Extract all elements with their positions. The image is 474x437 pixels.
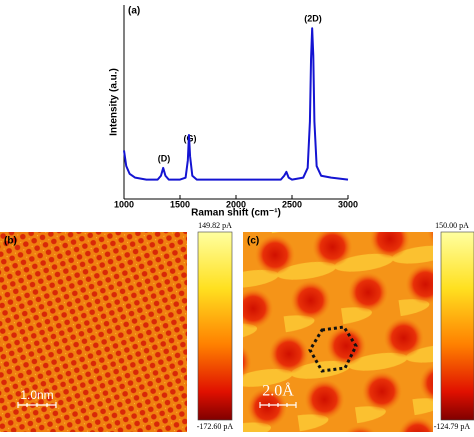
scale-bar: [259, 402, 297, 408]
stm-image: [243, 232, 433, 432]
x-tick-label: 2000: [226, 199, 246, 209]
x-tick-label: 1000: [114, 199, 134, 209]
x-axis-label: Raman shift (cm⁻¹): [191, 208, 281, 219]
spectrum-line: [123, 27, 349, 181]
colorbar-max: 149.82 pA: [198, 221, 232, 230]
x-tick-label: 2500: [282, 199, 302, 209]
colorbar-min: -124.79 pA: [434, 422, 471, 431]
scale-bar-label: 2.0Å: [262, 382, 294, 400]
x-tick-label: 1500: [170, 199, 190, 209]
hexagon-outline: [308, 325, 358, 373]
stm-image: [0, 232, 187, 432]
panel-label: (c): [247, 236, 259, 247]
panel-label: (b): [4, 236, 17, 247]
y-axis-label: Intensity (a.u.): [109, 68, 120, 136]
peak-label: (2D): [304, 13, 322, 23]
scale-bar: [17, 402, 57, 408]
scale-bar-label: 1.0nm: [20, 388, 53, 402]
peak-label: (D): [158, 153, 171, 163]
x-tick-label: 3000: [338, 199, 358, 209]
chart-title: (a): [128, 6, 140, 17]
colorbar: [440, 231, 474, 421]
colorbar: [197, 231, 233, 421]
colorbar-max: 150.00 pA: [435, 221, 469, 230]
colorbar-min: -172.60 pA: [197, 422, 234, 431]
